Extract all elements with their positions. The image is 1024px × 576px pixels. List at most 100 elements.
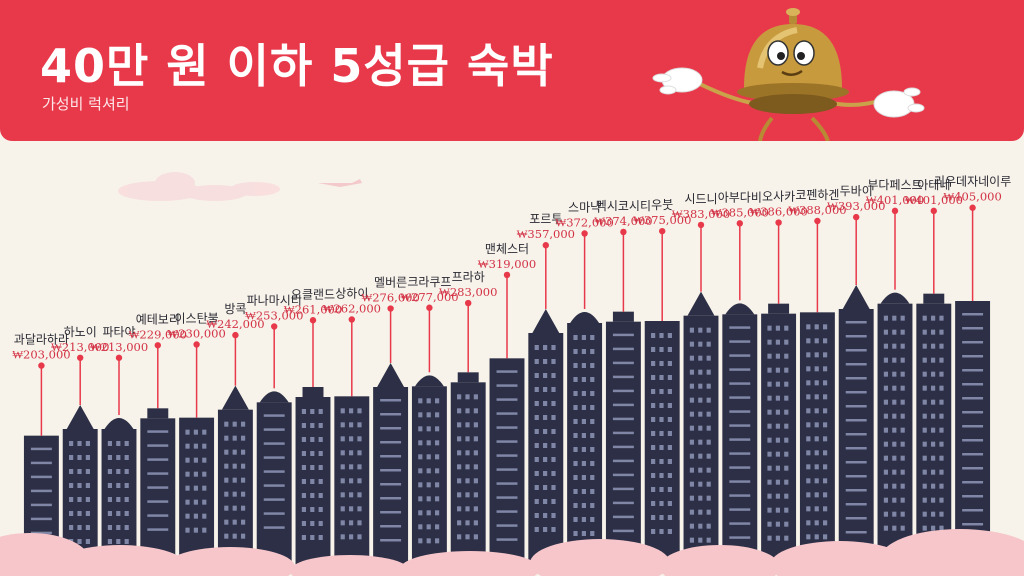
- building-window: [659, 361, 663, 366]
- building-window: [776, 494, 780, 499]
- building-window: [776, 536, 780, 541]
- building-window: [901, 484, 905, 489]
- building-window: [962, 495, 983, 498]
- building-window: [357, 520, 361, 525]
- building-window: [194, 472, 198, 477]
- building-window: [939, 344, 943, 349]
- building-window: [31, 462, 52, 465]
- building-window: [194, 430, 198, 435]
- building-window: [690, 328, 694, 333]
- building-window: [729, 410, 750, 413]
- building-window: [846, 363, 867, 366]
- building-window: [310, 451, 314, 456]
- building-window: [659, 501, 663, 506]
- building-window: [319, 493, 323, 498]
- skyline-price-chart: 과달라하라₩203,000하노이₩213,000파타야₩213,000예테보리₩…: [0, 141, 1024, 576]
- building-window: [962, 327, 983, 330]
- building-window: [815, 366, 819, 371]
- building-window: [474, 394, 478, 399]
- building-window: [69, 525, 73, 530]
- building-window: [767, 368, 771, 373]
- building-window: [535, 429, 539, 434]
- building-window: [435, 412, 439, 417]
- building-window: [357, 436, 361, 441]
- building-window: [901, 428, 905, 433]
- building-window: [823, 366, 827, 371]
- building-window: [613, 446, 634, 449]
- pin-dot: [310, 317, 316, 323]
- building-window: [551, 499, 555, 504]
- building-window: [707, 538, 711, 543]
- building-window: [901, 358, 905, 363]
- building-window: [535, 513, 539, 518]
- building-window: [241, 520, 245, 525]
- building-window: [573, 531, 577, 536]
- building-window: [707, 370, 711, 375]
- building-window: [668, 333, 672, 338]
- building-window: [659, 529, 663, 534]
- building-window: [77, 525, 81, 530]
- building-window: [698, 468, 702, 473]
- building-window: [582, 447, 586, 452]
- building-window: [923, 358, 927, 363]
- building-window: [535, 373, 539, 378]
- building-window: [224, 506, 228, 511]
- building-window: [729, 452, 750, 455]
- building-window: [806, 324, 810, 329]
- building-window: [241, 464, 245, 469]
- building-window: [939, 358, 943, 363]
- building-window: [931, 456, 935, 461]
- building-window: [194, 500, 198, 505]
- building-window: [884, 456, 888, 461]
- building-window: [668, 459, 672, 464]
- building-window: [427, 440, 431, 445]
- building-window: [651, 459, 655, 464]
- city-label: 아부다비: [718, 190, 762, 204]
- building-window: [224, 492, 228, 497]
- building-window: [846, 419, 867, 422]
- building-window: [125, 441, 129, 446]
- building-window: [341, 436, 345, 441]
- building-window: [962, 439, 983, 442]
- building-window: [582, 475, 586, 480]
- building-window: [543, 513, 547, 518]
- building-window: [707, 454, 711, 459]
- building-window: [776, 382, 780, 387]
- building-window: [357, 534, 361, 539]
- building-window: [784, 396, 788, 401]
- building-window: [729, 340, 750, 343]
- building-window: [590, 349, 594, 354]
- building-window: [535, 345, 539, 350]
- building-window: [707, 510, 711, 515]
- building-bar: [179, 418, 214, 571]
- building-window: [125, 497, 129, 502]
- building-window: [784, 424, 788, 429]
- building-window: [310, 409, 314, 414]
- building-window: [116, 539, 120, 544]
- building-window: [535, 527, 539, 532]
- building-window: [31, 518, 52, 521]
- page-title: 40만 원 이하 5성급 숙박: [40, 30, 554, 96]
- building-window: [380, 455, 401, 458]
- building-window: [573, 405, 577, 410]
- building-window: [582, 405, 586, 410]
- building-window: [823, 478, 827, 483]
- pin-dot: [504, 272, 510, 278]
- building-window: [357, 450, 361, 455]
- building-window: [357, 422, 361, 427]
- building-window: [806, 506, 810, 511]
- pin-dot: [38, 362, 44, 368]
- building-window: [418, 468, 422, 473]
- building-window: [767, 326, 771, 331]
- building-window: [573, 419, 577, 424]
- building-window: [535, 471, 539, 476]
- city-label: 시드니: [684, 192, 717, 206]
- building-window: [690, 496, 694, 501]
- building-window: [341, 450, 345, 455]
- building-window: [497, 496, 518, 499]
- building-window: [690, 398, 694, 403]
- building-window: [582, 391, 586, 396]
- building-window: [962, 467, 983, 470]
- building-window: [497, 524, 518, 527]
- building-window: [784, 410, 788, 415]
